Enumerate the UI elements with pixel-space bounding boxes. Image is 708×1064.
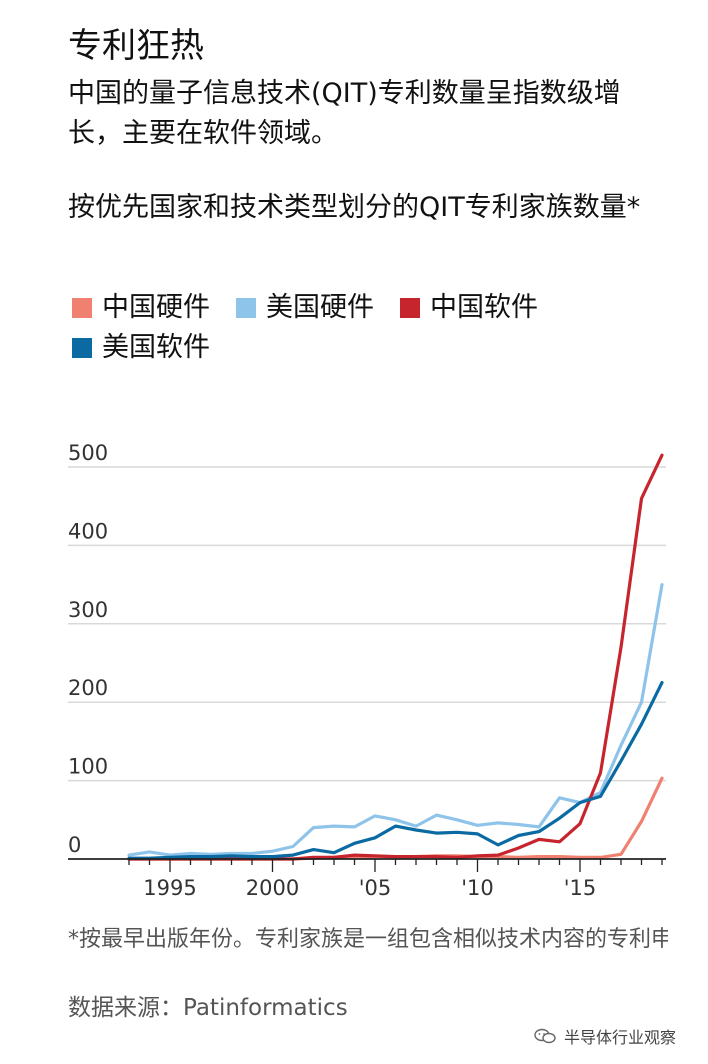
x-tick-label: 2000 — [246, 876, 299, 900]
x-tick-label: '15 — [564, 876, 597, 900]
x-tick-label: '10 — [461, 876, 494, 900]
series-lines — [127, 453, 664, 861]
source-note: 数据来源：Patinformatics — [68, 995, 348, 1021]
legend-item-us-software: 美国软件 — [72, 330, 210, 366]
legend-item-us-hardware: 美国硬件 — [236, 290, 374, 326]
series-line-1 — [127, 583, 664, 857]
chart-legend: 中国硬件 美国硬件 中国软件 美国软件 — [72, 290, 672, 366]
page-title: 专利狂热 — [68, 26, 204, 66]
gridlines: 0 100 200 300 400 500 — [68, 441, 666, 857]
y-tick-label: 200 — [68, 676, 108, 700]
legend-item-cn-hardware: 中国硬件 — [72, 290, 210, 326]
series-line-3 — [127, 681, 664, 860]
legend-label-us-software: 美国软件 — [102, 332, 210, 363]
legend-swatch-cn-hardware — [72, 298, 92, 318]
legend-label-cn-software: 中国软件 — [430, 292, 538, 323]
x-tick-label: '05 — [359, 876, 392, 900]
footnote: *按最早出版年份。专利家族是一组包含相似技术内容的专利申请。 — [68, 927, 668, 952]
x-tick-label: 1995 — [143, 876, 196, 900]
page-subtitle: 中国的量子信息技术(QIT)专利数量呈指数级增长，主要在软件领域。 — [68, 78, 621, 149]
watermark: 半导体行业观察 — [534, 1024, 676, 1048]
watermark-text: 半导体行业观察 — [564, 1028, 677, 1047]
y-tick-label: 100 — [68, 755, 108, 779]
legend-label-cn-hardware: 中国硬件 — [102, 292, 210, 323]
chart-title: 按优先国家和技术类型划分的QIT专利家族数量* — [68, 192, 641, 223]
y-tick-label: 300 — [68, 598, 108, 622]
legend-swatch-us-software — [72, 338, 92, 358]
legend-swatch-us-hardware — [236, 298, 256, 318]
y-tick-label: 500 — [68, 441, 108, 465]
series-line-2 — [127, 453, 664, 861]
y-tick-label: 400 — [68, 519, 108, 543]
y-tick-label: 0 — [68, 833, 81, 857]
legend-label-us-hardware: 美国硬件 — [266, 292, 374, 323]
wechat-icon — [534, 1028, 556, 1044]
line-chart: 0 100 200 300 400 500 1995 2000 '05 '10 '15 — [68, 441, 666, 900]
legend-item-cn-software: 中国软件 — [400, 290, 538, 326]
legend-swatch-cn-software — [400, 298, 420, 318]
x-axis: 1995 2000 '05 '10 '15 — [68, 858, 666, 900]
